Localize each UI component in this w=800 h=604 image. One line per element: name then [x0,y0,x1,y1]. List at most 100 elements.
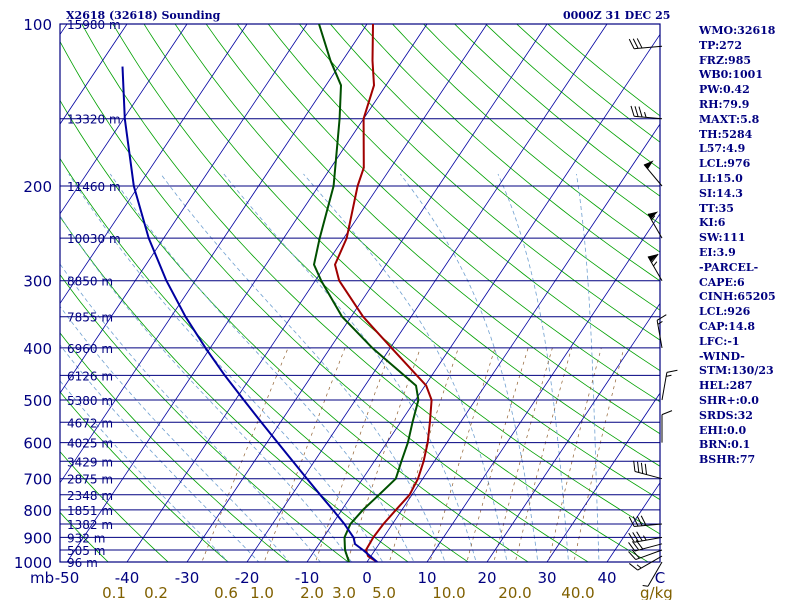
wind-barb-full [633,38,638,48]
temperature-tick-label: 30 [537,569,556,587]
temperature-tick-label: 40 [597,569,616,587]
valid-time: 0000Z 31 DEC 25 [563,9,670,22]
mixing-ratio-tick-label: 10.0 [432,584,465,600]
wind-barb [648,251,671,280]
temperature-tick-label: 0 [362,569,372,587]
height-label: 11460 m [67,180,121,194]
mixing-ratio-tick-label: 0.6 [214,584,238,600]
height-label: 13320 m [67,113,121,127]
moist-adiabat-line [498,174,569,573]
index-line: PW:0.42 [699,83,799,98]
wind-barb-half [644,112,646,117]
wind-barb [644,158,670,186]
index-line: CINH:65205 [699,290,799,305]
wind-barb-full [635,462,641,473]
index-line: LCL:976 [699,157,799,172]
wind-barb-half [666,374,671,377]
height-label: 7855 m [67,311,113,325]
height-label: 5380 m [67,394,113,408]
isotherm-line [247,24,607,562]
mixing-ratio-tick-label: 5.0 [372,584,396,600]
pressure-tick-label: 500 [23,392,52,410]
temperature-tick-label: 20 [477,569,496,587]
mixing-ratio-tick-label: 1.0 [250,584,274,600]
wind-barb-flag [644,158,656,169]
height-label: 8850 m [67,275,113,289]
wind-barb-full [638,107,643,117]
pressure-tick-label: 700 [23,471,52,489]
wind-barb [629,514,662,527]
index-line: RH:79.9 [699,98,799,113]
mixing-ratio-line [464,348,528,574]
height-label: 6126 m [67,369,113,383]
wind-barb [630,106,663,119]
wind-barb-full [639,463,645,474]
wind-barb-shaft [634,46,662,48]
height-label: 10030 m [67,232,121,246]
dry-adiabat-line [0,12,424,573]
index-line: SW:111 [699,231,799,246]
moist-adiabat-line [224,174,480,573]
temperature-line [335,24,432,562]
index-line: LFC:-1 [699,335,799,350]
mixing-ratio-tick-label: 0.1 [102,584,126,600]
height-label: 1382 m [67,518,113,532]
plot-frame [60,24,660,562]
index-line: WMO:32618 [699,24,799,39]
mixing-ratio-unit-label: g/kg [640,584,673,600]
index-line: BRN:0.1 [699,438,799,453]
dry-adiabat-line [0,12,302,573]
sounding-traces [123,24,432,562]
wind-barb [656,315,671,348]
index-line: BSHR:77 [699,453,799,468]
pressure-tick-label: 800 [23,502,52,520]
isotherm-line [0,24,7,562]
wind-barb [662,368,677,401]
pressure-tick-label: 900 [23,529,52,547]
index-line: LCL:926 [699,305,799,320]
index-line: TT:35 [699,202,799,217]
mixing-ratio-line [197,348,288,574]
mixing-ratio-tick-label: 20.0 [498,584,531,600]
height-label: 1851 m [67,504,113,518]
index-line: SRDS:32 [699,409,799,424]
index-line: TH:5284 [699,128,799,143]
height-label: 96 m [67,556,98,570]
dry-adiabat-line [0,12,242,573]
parcel-line [123,67,378,562]
mixing-ratio-tick-label: 0.2 [144,584,168,600]
mixing-ratio-line [260,348,345,574]
temperature-tick-label: -50 [55,569,80,587]
mixing-ratio-line [312,348,392,574]
height-label: 2875 m [67,473,113,487]
height-label: 6960 m [67,342,113,356]
dry-adiabat-line [137,12,789,573]
index-line: -WIND- [699,350,799,365]
height-label: 3429 m [67,455,113,469]
height-label: 4025 m [67,437,113,451]
index-line: WB0:1001 [699,68,799,83]
wind-barb-shaft [635,471,662,478]
wind-barb-full [643,464,649,475]
index-line: EHI:0.0 [699,424,799,439]
index-line: LI:15.0 [699,172,799,187]
index-line: SI:14.3 [699,187,799,202]
pressure-tick-label: 300 [23,273,52,291]
height-label: 2348 m [67,489,113,503]
wind-barb-full [662,411,672,415]
wind-barb-full [629,39,634,49]
index-line: CAPE:6 [699,276,799,291]
mixing-ratio-tick-label: 40.0 [561,584,594,600]
index-line: SHR+:0.0 [699,394,799,409]
pressure-tick-label: 100 [23,16,52,34]
wind-barb [629,534,662,552]
wind-barb-full [629,550,636,561]
wind-barb-shaft [662,372,667,400]
index-line: CAP:14.8 [699,320,799,335]
index-line: MAXT:5.8 [699,113,799,128]
isotherm-line [67,24,427,562]
mixing-ratio-tick-label: 2.0 [300,584,324,600]
wind-barb-full [656,315,667,321]
